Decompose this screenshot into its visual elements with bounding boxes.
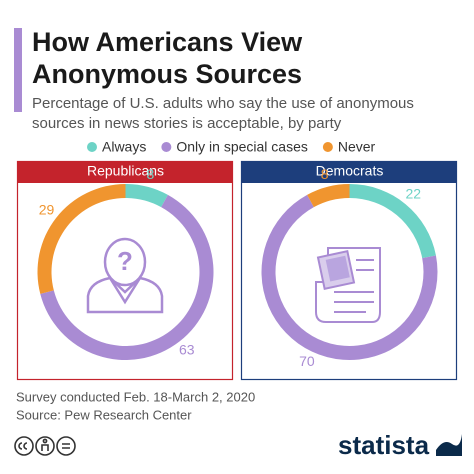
donut-segment <box>125 184 168 208</box>
brand-name: statista <box>338 430 430 460</box>
note: Survey conducted Feb. 18-March 2, 2020 <box>16 389 255 404</box>
panel-title: Republicans <box>87 163 164 179</box>
license-icons <box>14 436 76 456</box>
brand-logo <box>436 434 462 456</box>
subtitle-line: Percentage of U.S. adults who say the us… <box>32 95 414 112</box>
donut-segment <box>37 184 126 294</box>
subtitle-line: sources in news stories is acceptable, b… <box>32 115 342 132</box>
donut-segment <box>307 184 350 208</box>
panel-title: Democrats <box>316 163 384 179</box>
value-label: 22 <box>405 186 421 202</box>
legend-label: Only in special cases <box>176 139 308 155</box>
legend-label: Always <box>102 139 146 155</box>
value-label: 63 <box>179 342 195 358</box>
title-line: Anonymous Sources <box>32 59 302 89</box>
source: Source: Pew Research Center <box>16 407 192 422</box>
value-label: 8 <box>146 166 154 182</box>
newspaper-icon <box>315 247 381 323</box>
svg-text:?: ? <box>117 246 133 276</box>
person-icon: ? <box>86 237 164 314</box>
accent-bar <box>14 28 22 112</box>
panel-header <box>241 161 457 183</box>
value-label: 8 <box>321 166 329 182</box>
title-line: How Americans View <box>32 27 303 57</box>
legend-label: Never <box>338 139 376 155</box>
legend-swatch <box>322 142 333 152</box>
value-label: 70 <box>299 353 315 369</box>
panel-header <box>17 161 233 183</box>
legend-swatch <box>87 142 97 152</box>
value-label: 29 <box>39 201 55 217</box>
donut-segment <box>349 184 436 259</box>
legend-swatch <box>161 142 172 152</box>
